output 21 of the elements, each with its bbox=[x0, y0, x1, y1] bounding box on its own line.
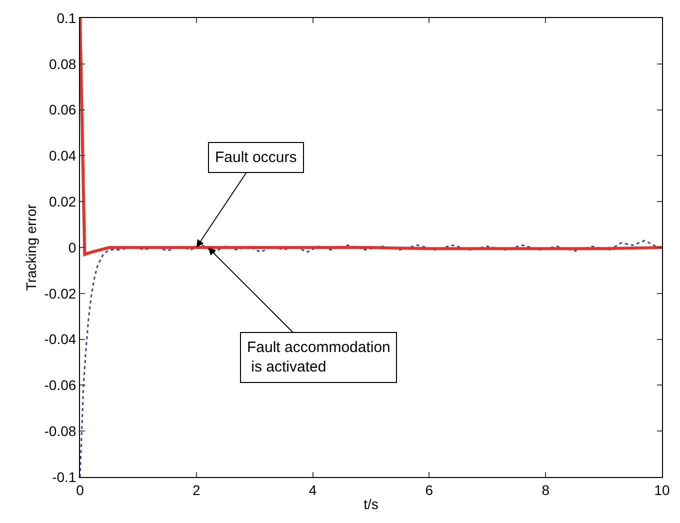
y-tick-label: 0.08 bbox=[48, 56, 76, 72]
x-tick-label: 6 bbox=[425, 482, 434, 498]
y-tick-label: 0.04 bbox=[48, 148, 76, 164]
annotation: Fault accommodation is activated bbox=[247, 339, 390, 376]
x-tick-label: 4 bbox=[308, 482, 317, 498]
y-tick-label: -0.06 bbox=[44, 377, 76, 394]
y-tick-label: 0.02 bbox=[48, 194, 76, 210]
y-tick-label: -0.1 bbox=[52, 468, 76, 485]
x-tick-label: 8 bbox=[542, 482, 550, 498]
x-axis-title: t/s bbox=[364, 496, 378, 512]
y-tick-label: -0.08 bbox=[44, 423, 76, 439]
y-axis-title: Tracking error bbox=[22, 204, 39, 291]
annotation: Fault occurs bbox=[215, 149, 297, 166]
y-tick-label: 0 bbox=[68, 239, 76, 256]
line-series bbox=[80, 18, 662, 256]
x-tick-label: 10 bbox=[654, 482, 670, 498]
y-tick-label: 0.06 bbox=[48, 102, 76, 118]
y-tick-label: -0.02 bbox=[44, 285, 76, 302]
y-tick-label: -0.04 bbox=[44, 331, 76, 348]
x-tick-label: 2 bbox=[192, 482, 200, 498]
y-tick-label: 0.1 bbox=[56, 10, 76, 26]
